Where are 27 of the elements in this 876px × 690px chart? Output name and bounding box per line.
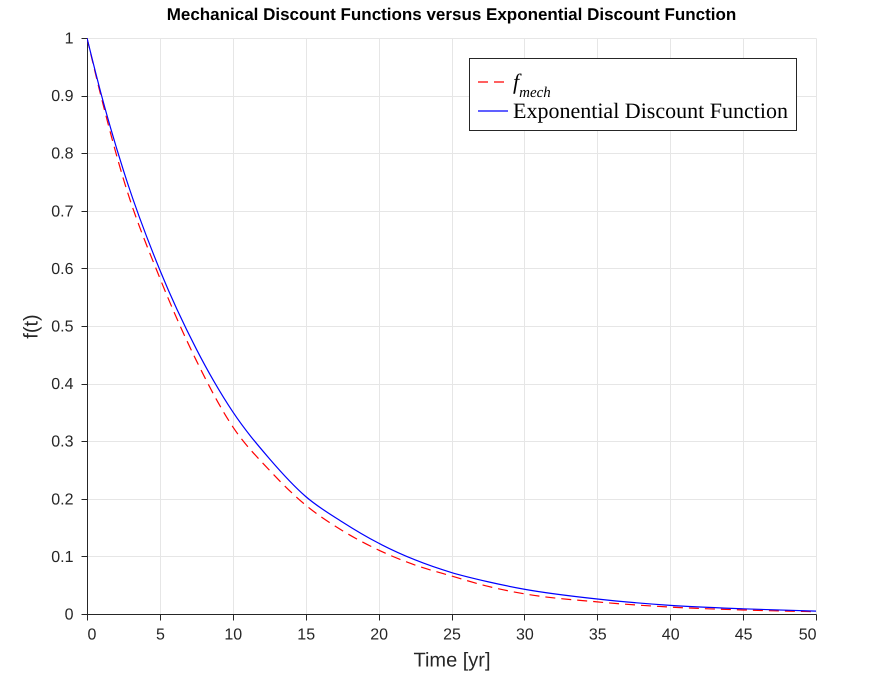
x-tick-label: 20 bbox=[370, 626, 388, 644]
x-tick-label: 5 bbox=[156, 626, 165, 644]
x-axis-title: Time [yr] bbox=[413, 650, 491, 672]
x-tick-label: 10 bbox=[224, 626, 242, 644]
x-tick-label: 0 bbox=[88, 626, 96, 644]
y-tick-label: 0.2 bbox=[51, 491, 74, 508]
legend-label: f$_{mech}$ bbox=[513, 69, 551, 101]
x-tick-label: 25 bbox=[443, 626, 461, 644]
y-tick-label: 0.9 bbox=[51, 88, 74, 106]
y-tick-label: 0.1 bbox=[51, 548, 74, 566]
y-tick-label: 0.5 bbox=[51, 318, 74, 336]
y-axis-title: f(t) bbox=[20, 314, 42, 339]
x-tick-label: 35 bbox=[588, 626, 607, 644]
y-tick-label: 0.7 bbox=[51, 203, 74, 220]
y-tick-label: 0 bbox=[64, 606, 74, 624]
y-tick-label: 0.8 bbox=[51, 146, 74, 163]
x-tick-label: 30 bbox=[516, 626, 534, 644]
y-tick-label: 0.3 bbox=[51, 434, 74, 451]
y-tick-label: 1 bbox=[64, 30, 74, 48]
x-tick-label: 40 bbox=[662, 626, 680, 644]
legend-label: Exponential Discount Function bbox=[513, 98, 788, 123]
x-tick-label: 45 bbox=[734, 626, 753, 644]
y-tick-label: 0.4 bbox=[51, 376, 74, 394]
chart-title: Mechanical Discount Functions versus Exponential Discount Function bbox=[166, 5, 736, 24]
y-tick-label: 0.6 bbox=[51, 260, 74, 278]
x-tick-label: 50 bbox=[798, 626, 817, 644]
x-tick-label: 15 bbox=[297, 626, 316, 644]
